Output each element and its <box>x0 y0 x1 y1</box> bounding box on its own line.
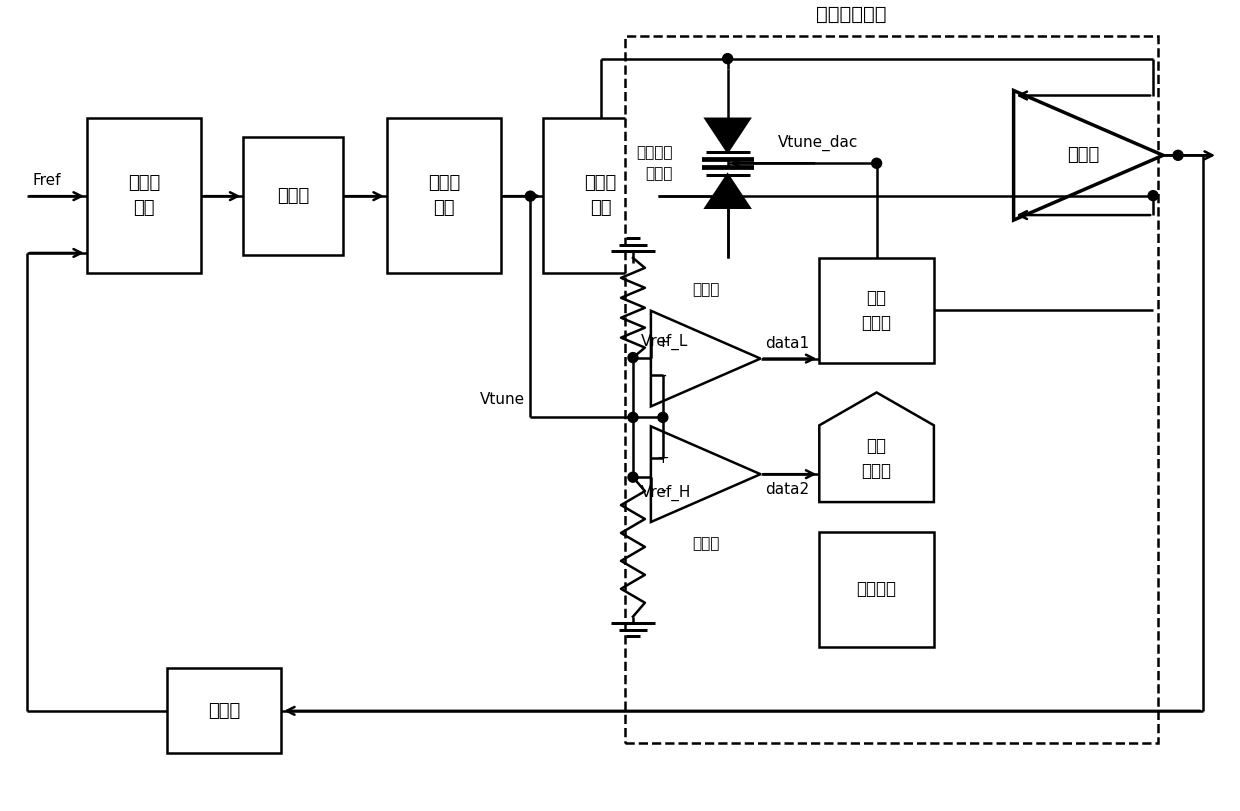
Bar <box>625 36 1158 743</box>
Bar <box>820 532 934 646</box>
Polygon shape <box>651 311 760 406</box>
Text: 数字电路: 数字电路 <box>857 581 897 599</box>
Circle shape <box>526 191 536 201</box>
Circle shape <box>1173 150 1183 161</box>
Bar <box>87 118 201 272</box>
Text: 比较器: 比较器 <box>692 281 719 297</box>
Circle shape <box>627 472 637 483</box>
Text: data1: data1 <box>765 336 810 350</box>
Text: 温度补偿
变容管: 温度补偿 变容管 <box>636 145 673 182</box>
Text: +: + <box>656 335 670 350</box>
Text: Vtune_dac: Vtune_dac <box>777 135 858 152</box>
Circle shape <box>1148 191 1158 200</box>
Text: 电荷泵: 电荷泵 <box>277 187 309 205</box>
Circle shape <box>723 191 733 200</box>
Bar <box>387 118 501 272</box>
Bar <box>543 118 658 272</box>
Polygon shape <box>706 118 749 152</box>
Text: 低通
滤波器: 低通 滤波器 <box>862 289 892 332</box>
Text: Fref: Fref <box>32 174 61 188</box>
Text: +: + <box>656 451 670 466</box>
Bar <box>820 258 934 363</box>
Text: 环路滤
波器: 环路滤 波器 <box>428 174 460 217</box>
Circle shape <box>723 54 733 63</box>
Polygon shape <box>1013 91 1163 220</box>
Bar <box>243 137 343 255</box>
Circle shape <box>658 413 668 423</box>
Circle shape <box>627 413 637 423</box>
Text: 压控振
荡器: 压控振 荡器 <box>584 174 616 217</box>
Text: data2: data2 <box>765 483 810 497</box>
Text: 鑑频鑑
相器: 鑑频鑑 相器 <box>128 174 160 217</box>
Circle shape <box>627 353 637 363</box>
Bar <box>166 668 281 753</box>
Text: -: - <box>660 366 666 384</box>
Polygon shape <box>706 174 749 208</box>
Text: Vref_L: Vref_L <box>641 333 688 350</box>
Text: Vref_H: Vref_H <box>641 485 692 501</box>
Text: 分频器: 分频器 <box>208 702 241 720</box>
Polygon shape <box>651 427 760 522</box>
Text: Vtune: Vtune <box>480 393 526 407</box>
Text: 数模
转换器: 数模 转换器 <box>862 437 892 480</box>
Text: -: - <box>660 481 666 499</box>
Text: 温度补偿电路: 温度补偿电路 <box>816 5 887 24</box>
Circle shape <box>872 158 882 168</box>
Polygon shape <box>820 393 934 502</box>
Text: 比较器: 比较器 <box>692 536 719 551</box>
Text: 驱动器: 驱动器 <box>1068 146 1100 165</box>
